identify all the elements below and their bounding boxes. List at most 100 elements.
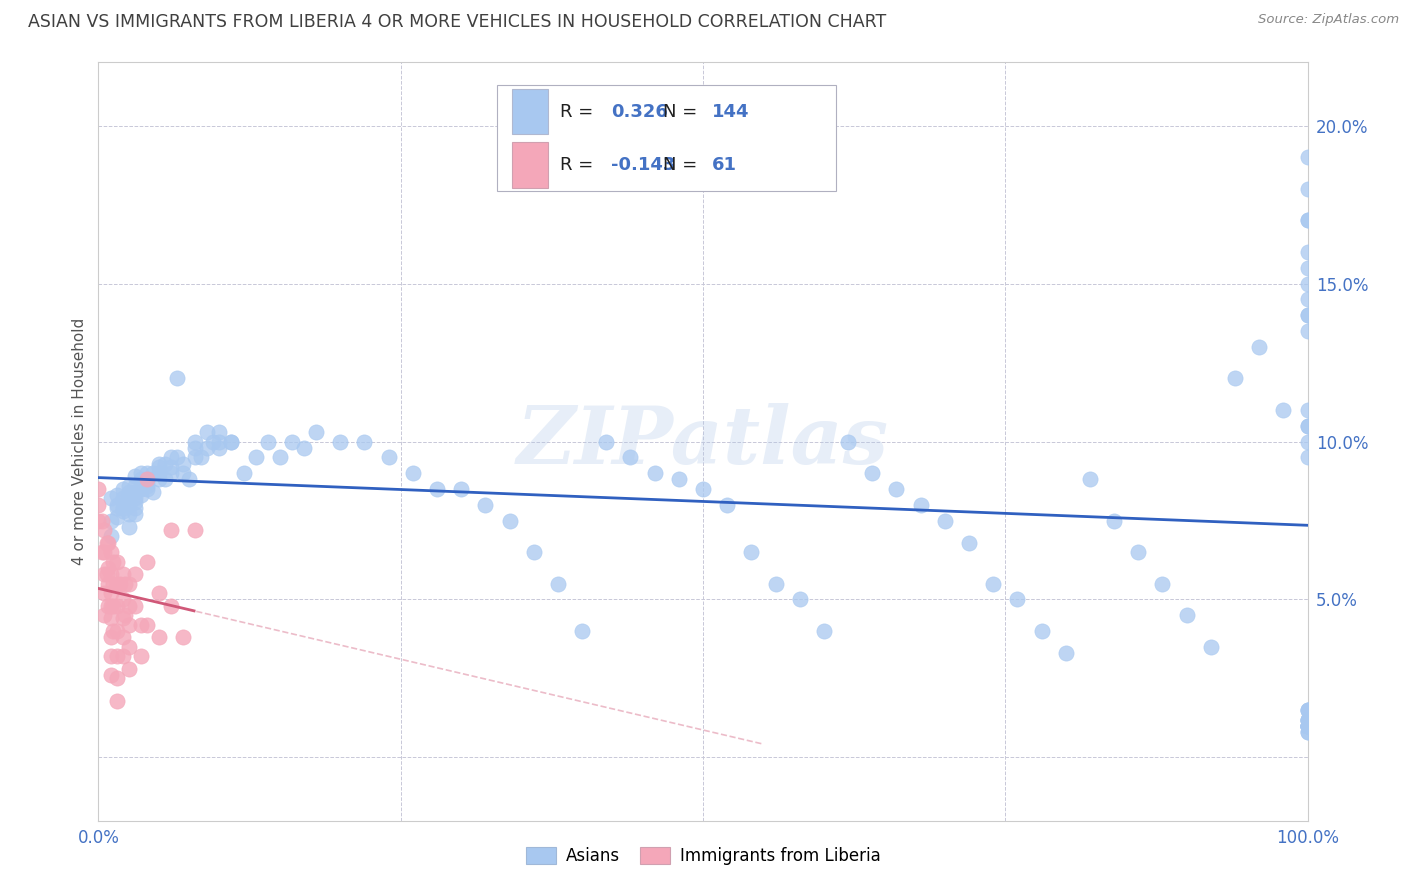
Point: [402, 466, 425, 480]
Point: [111, 504, 134, 518]
Point: [184, 523, 207, 537]
Point: [1249, 340, 1271, 354]
Text: R =: R =: [561, 156, 599, 174]
Point: [105, 693, 128, 707]
Text: R =: R =: [561, 103, 599, 120]
Point: [135, 473, 157, 487]
Point: [1296, 308, 1319, 322]
Point: [1296, 719, 1319, 733]
Point: [208, 441, 231, 455]
Point: [644, 466, 666, 480]
Point: [124, 485, 146, 500]
Text: 144: 144: [711, 103, 749, 120]
Point: [135, 475, 157, 490]
Point: [111, 491, 134, 506]
Point: [118, 520, 141, 534]
Point: [97, 561, 120, 575]
Point: [1296, 719, 1319, 733]
Point: [426, 482, 449, 496]
Point: [910, 498, 932, 512]
Point: [129, 473, 152, 487]
Point: [179, 473, 201, 487]
Point: [111, 631, 134, 645]
Point: [184, 434, 207, 449]
Point: [100, 631, 122, 645]
Point: [101, 624, 124, 639]
Point: [91, 545, 114, 559]
Y-axis label: 4 or more Vehicles in Household: 4 or more Vehicles in Household: [72, 318, 87, 566]
Point: [111, 567, 134, 582]
Point: [1296, 713, 1319, 727]
Point: [1296, 703, 1319, 717]
Point: [1102, 514, 1125, 528]
Point: [957, 535, 980, 549]
Point: [184, 441, 207, 455]
Point: [148, 473, 170, 487]
Point: [118, 640, 141, 654]
Point: [124, 479, 146, 493]
Point: [1128, 545, 1150, 559]
Point: [619, 450, 641, 465]
Legend: Asians, Immigrants from Liberia: Asians, Immigrants from Liberia: [526, 847, 880, 865]
Point: [1296, 713, 1319, 727]
Point: [129, 482, 152, 496]
Point: [190, 450, 212, 465]
Point: [129, 488, 152, 502]
Point: [172, 631, 194, 645]
Text: N =: N =: [664, 156, 703, 174]
Point: [1296, 725, 1319, 739]
Point: [100, 514, 122, 528]
Point: [1223, 371, 1246, 385]
Point: [87, 482, 110, 496]
Point: [124, 567, 146, 582]
Point: [118, 507, 141, 521]
Point: [1296, 713, 1319, 727]
Point: [221, 434, 243, 449]
Point: [93, 567, 115, 582]
Point: [202, 434, 225, 449]
Point: [292, 441, 315, 455]
Point: [135, 555, 157, 569]
Point: [450, 482, 472, 496]
Point: [100, 586, 122, 600]
Point: [160, 599, 183, 613]
Point: [172, 457, 194, 471]
Point: [101, 555, 124, 569]
Point: [1296, 213, 1319, 227]
Point: [111, 500, 134, 515]
Point: [96, 535, 118, 549]
Point: [114, 608, 136, 623]
Point: [100, 529, 122, 543]
Point: [142, 485, 165, 500]
Point: [523, 545, 546, 559]
Point: [105, 555, 128, 569]
Point: [118, 498, 141, 512]
Point: [1296, 182, 1319, 196]
Point: [111, 482, 134, 496]
Point: [571, 624, 593, 639]
Point: [129, 466, 152, 480]
FancyBboxPatch shape: [498, 85, 837, 191]
Point: [105, 576, 128, 591]
Point: [118, 576, 141, 591]
Point: [111, 611, 134, 625]
Point: [91, 514, 114, 528]
Point: [668, 473, 690, 487]
Point: [93, 545, 115, 559]
Point: [166, 371, 188, 385]
Point: [124, 494, 146, 508]
Point: [114, 576, 136, 591]
Point: [93, 586, 115, 600]
Point: [100, 567, 122, 582]
Point: [692, 482, 714, 496]
Point: [118, 662, 141, 676]
Point: [129, 649, 152, 664]
Point: [108, 576, 131, 591]
Point: [595, 434, 617, 449]
Point: [281, 434, 304, 449]
Text: 61: 61: [711, 156, 737, 174]
Point: [100, 491, 122, 506]
Point: [87, 514, 110, 528]
Point: [135, 473, 157, 487]
Point: [221, 434, 243, 449]
